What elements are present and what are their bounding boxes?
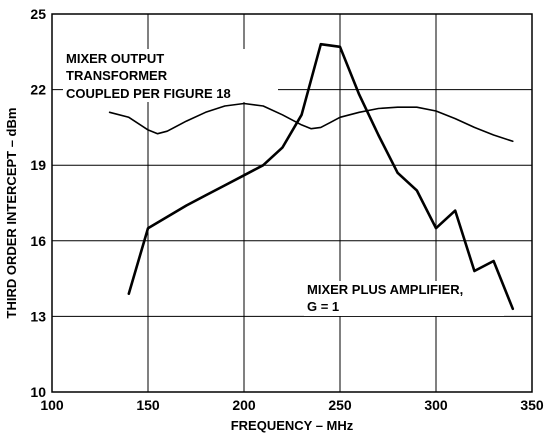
series-line-1 (108, 102, 514, 143)
mixer-plus-amplifier-label-background (304, 281, 504, 316)
x-tick-label-250: 250 (328, 397, 352, 413)
x-tick-label-150: 150 (136, 397, 160, 413)
mixer-output-label-line2: TRANSFORMER (66, 68, 168, 83)
mixer-plus-amplifier-label-line2: G = 1 (307, 299, 339, 314)
x-axis-title: FREQUENCY – MHz (231, 418, 354, 433)
y-tick-label-25: 25 (30, 6, 46, 22)
mixer-output-label-line1: MIXER OUTPUT (66, 51, 164, 66)
mixer-output-label-background (63, 49, 278, 102)
y-tick-label-16: 16 (30, 233, 46, 249)
series-line-2 (127, 42, 515, 311)
y-tick-label-13: 13 (30, 308, 46, 324)
mixer-output-label-line3: COUPLED PER FIGURE 18 (66, 86, 231, 101)
tick-labels: 100 150 200 250 300 350 10 13 16 19 22 25 (30, 6, 543, 413)
y-axis-title: THIRD ORDER INTERCEPT – dBm (4, 108, 19, 319)
data-series (108, 42, 515, 311)
x-tick-label-100: 100 (40, 397, 64, 413)
y-tick-label-10: 10 (30, 384, 46, 400)
x-tick-label-300: 300 (424, 397, 448, 413)
plot-frame (51, 13, 533, 393)
y-tick-label-19: 19 (30, 157, 46, 173)
mixer-plus-amplifier-label-line1: MIXER PLUS AMPLIFIER, (307, 282, 463, 297)
y-tick-label-22: 22 (30, 82, 46, 98)
x-tick-label-200: 200 (232, 397, 256, 413)
x-tick-label-350: 350 (520, 397, 544, 413)
